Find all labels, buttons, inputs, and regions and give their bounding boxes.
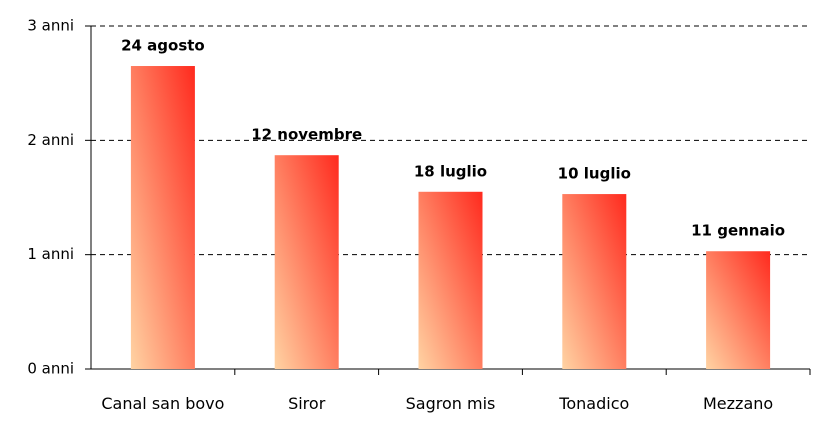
data-label: 18 luglio — [414, 162, 487, 180]
bar — [274, 155, 339, 369]
data-label: 11 gennaio — [691, 222, 785, 240]
data-label: 24 agosto — [121, 37, 205, 55]
bar — [130, 66, 195, 370]
y-tick-label: 3 anni — [27, 17, 74, 35]
x-tick-label: Mezzano — [703, 394, 774, 413]
bar — [706, 251, 771, 369]
x-tick-label: Canal san bovo — [101, 394, 225, 413]
x-tick-label: Siror — [288, 394, 326, 413]
bar — [562, 194, 627, 369]
data-label: 10 luglio — [558, 165, 631, 183]
y-tick-label: 2 anni — [27, 131, 74, 149]
y-tick-label: 1 anni — [27, 245, 74, 263]
bar — [418, 191, 483, 369]
y-tick-label: 0 anni — [27, 360, 74, 378]
x-tick-label: Tonadico — [559, 394, 630, 413]
x-tick-label: Sagron mis — [405, 394, 496, 413]
data-label: 12 novembre — [251, 126, 362, 144]
